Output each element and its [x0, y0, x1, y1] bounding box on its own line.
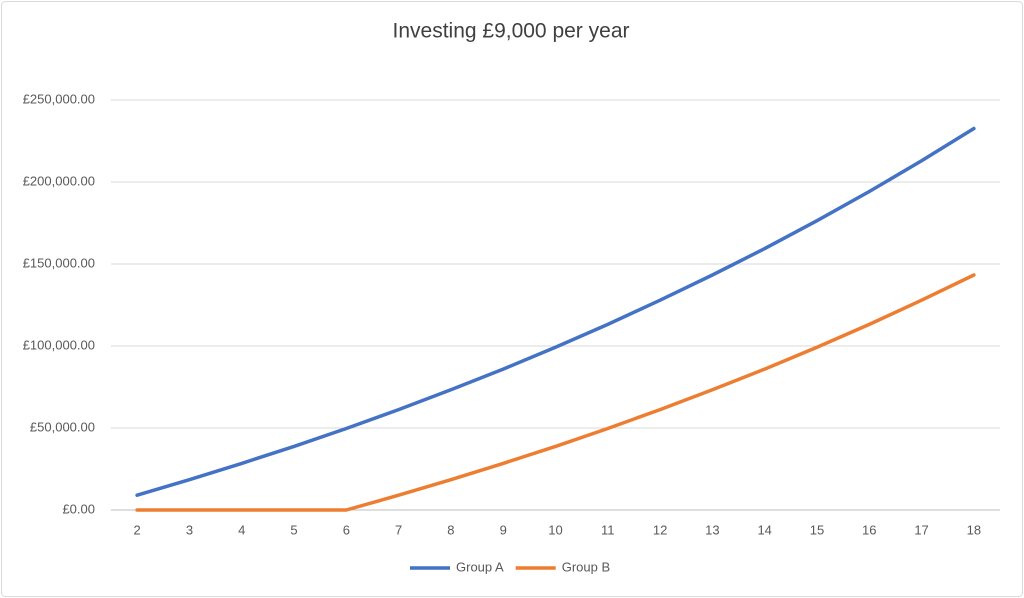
- x-tick-label: 4: [238, 522, 245, 537]
- x-tick-label: 7: [395, 522, 402, 537]
- x-tick-label: 8: [447, 522, 454, 537]
- y-tick-label: £0.00: [62, 501, 95, 516]
- x-tick-label: 14: [757, 522, 771, 537]
- x-tick-label: 18: [967, 522, 981, 537]
- x-tick-label: 17: [914, 522, 928, 537]
- x-tick-label: 12: [653, 522, 667, 537]
- x-tick-label: 2: [134, 522, 141, 537]
- y-tick-label: £50,000.00: [30, 419, 95, 434]
- x-tick-label: 6: [343, 522, 350, 537]
- x-tick-label: 3: [186, 522, 193, 537]
- x-tick-label: 5: [290, 522, 297, 537]
- x-tick-label: 11: [601, 522, 615, 537]
- legend-label: Group B: [562, 559, 610, 574]
- chart-title: Investing £9,000 per year: [393, 20, 630, 43]
- y-tick-label: £250,000.00: [23, 91, 95, 106]
- x-tick-label: 10: [548, 522, 562, 537]
- x-tick-label: 16: [862, 522, 876, 537]
- y-tick-label: £150,000.00: [23, 255, 95, 270]
- x-tick-label: 15: [810, 522, 824, 537]
- x-tick-label: 13: [705, 522, 719, 537]
- x-tick-label: 9: [500, 522, 507, 537]
- series-line: [135, 126, 976, 497]
- legend-label: Group A: [456, 559, 504, 574]
- series-line: [135, 273, 976, 512]
- y-tick-label: £100,000.00: [23, 337, 95, 352]
- y-tick-label: £200,000.00: [23, 173, 95, 188]
